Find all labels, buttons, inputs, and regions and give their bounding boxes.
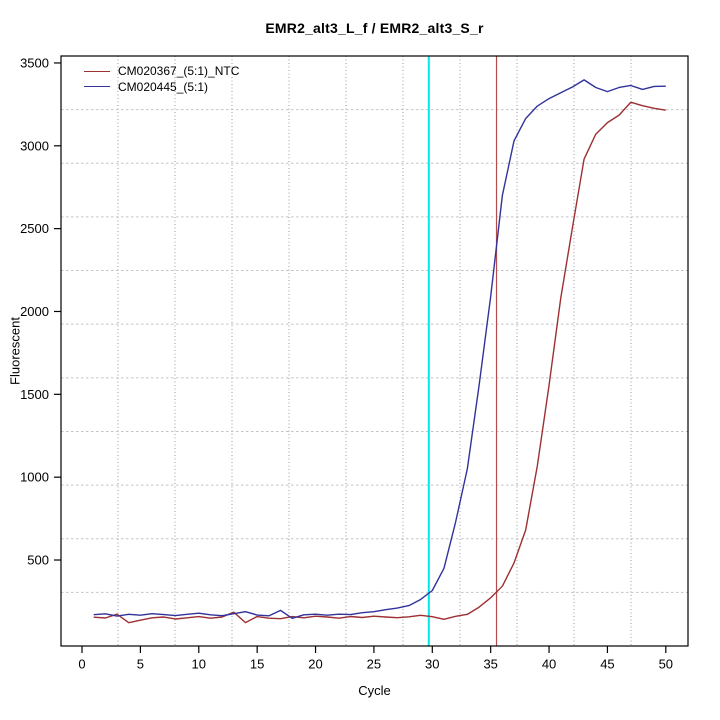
y-tick-label: 3000 (20, 138, 49, 153)
x-tick-label: 40 (542, 657, 556, 672)
y-tick-label: 1500 (20, 387, 49, 402)
x-tick-label: 15 (250, 657, 264, 672)
series-line-cm020367-5-1-ntc (93, 101, 666, 624)
legend-entry-ntc: CM020367_(5:1)_NTC (84, 64, 239, 79)
x-tick-label: 20 (308, 657, 322, 672)
chart-title: EMR2_alt3_L_f / EMR2_alt3_S_r (265, 20, 484, 36)
x-tick-label: 10 (192, 657, 206, 672)
y-tick-label: 3500 (20, 55, 49, 70)
legend-line-blue (84, 86, 110, 88)
x-tick-label: 0 (78, 657, 85, 672)
y-tick-label: 2500 (20, 221, 49, 236)
x-tick-label: 25 (367, 657, 381, 672)
legend: CM020367_(5:1)_NTC CM020445_(5:1) (84, 64, 239, 94)
legend-label-ntc: CM020367_(5:1)_NTC (118, 64, 240, 79)
x-tick-label: 50 (659, 657, 673, 672)
plot-frame (60, 55, 689, 647)
x-tick-label: 45 (600, 657, 614, 672)
x-tick-label: 30 (425, 657, 439, 672)
series-line-cm020445-5-1- (93, 79, 666, 620)
legend-entry-sample: CM020445_(5:1) (84, 80, 239, 95)
y-axis-label: Fluorescent (7, 317, 23, 385)
x-tick-label: 5 (137, 657, 144, 672)
x-tick-label: 35 (483, 657, 497, 672)
y-tick-label: 1000 (20, 470, 49, 485)
x-axis-label: Cycle (358, 683, 391, 698)
legend-label-sample: CM020445_(5:1) (118, 79, 209, 94)
legend-line-red (84, 70, 110, 72)
y-tick-label: 2000 (20, 304, 49, 319)
y-tick-label: 500 (27, 553, 49, 568)
